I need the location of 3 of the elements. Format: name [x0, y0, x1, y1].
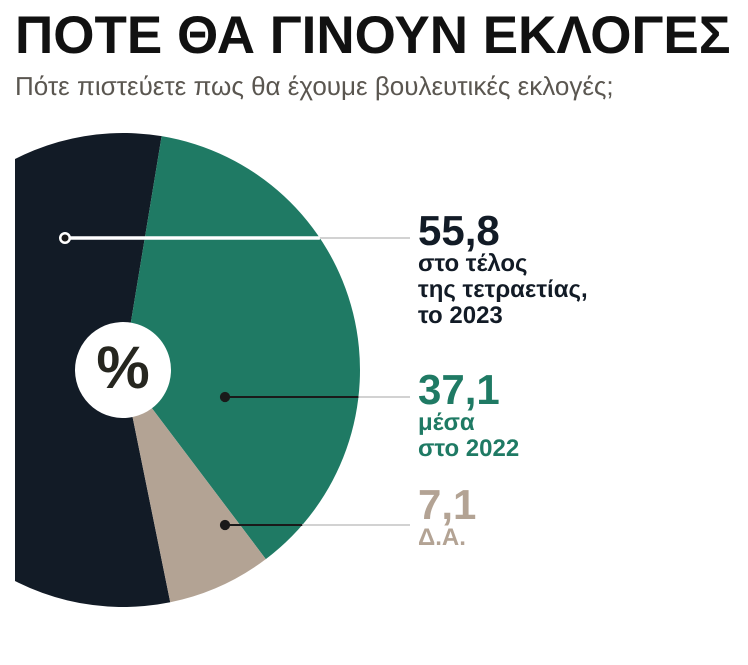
chart-subtitle: Πότε πιστεύετε πως θα έχουμε βουλευτικές εκλογές;	[15, 71, 614, 101]
text: %	[96, 334, 150, 401]
chart-title: ΠΟΤΕ ΘΑ ΓΙΝΟΥΝ ΕΚΛΟΓΕΣ	[15, 6, 730, 65]
